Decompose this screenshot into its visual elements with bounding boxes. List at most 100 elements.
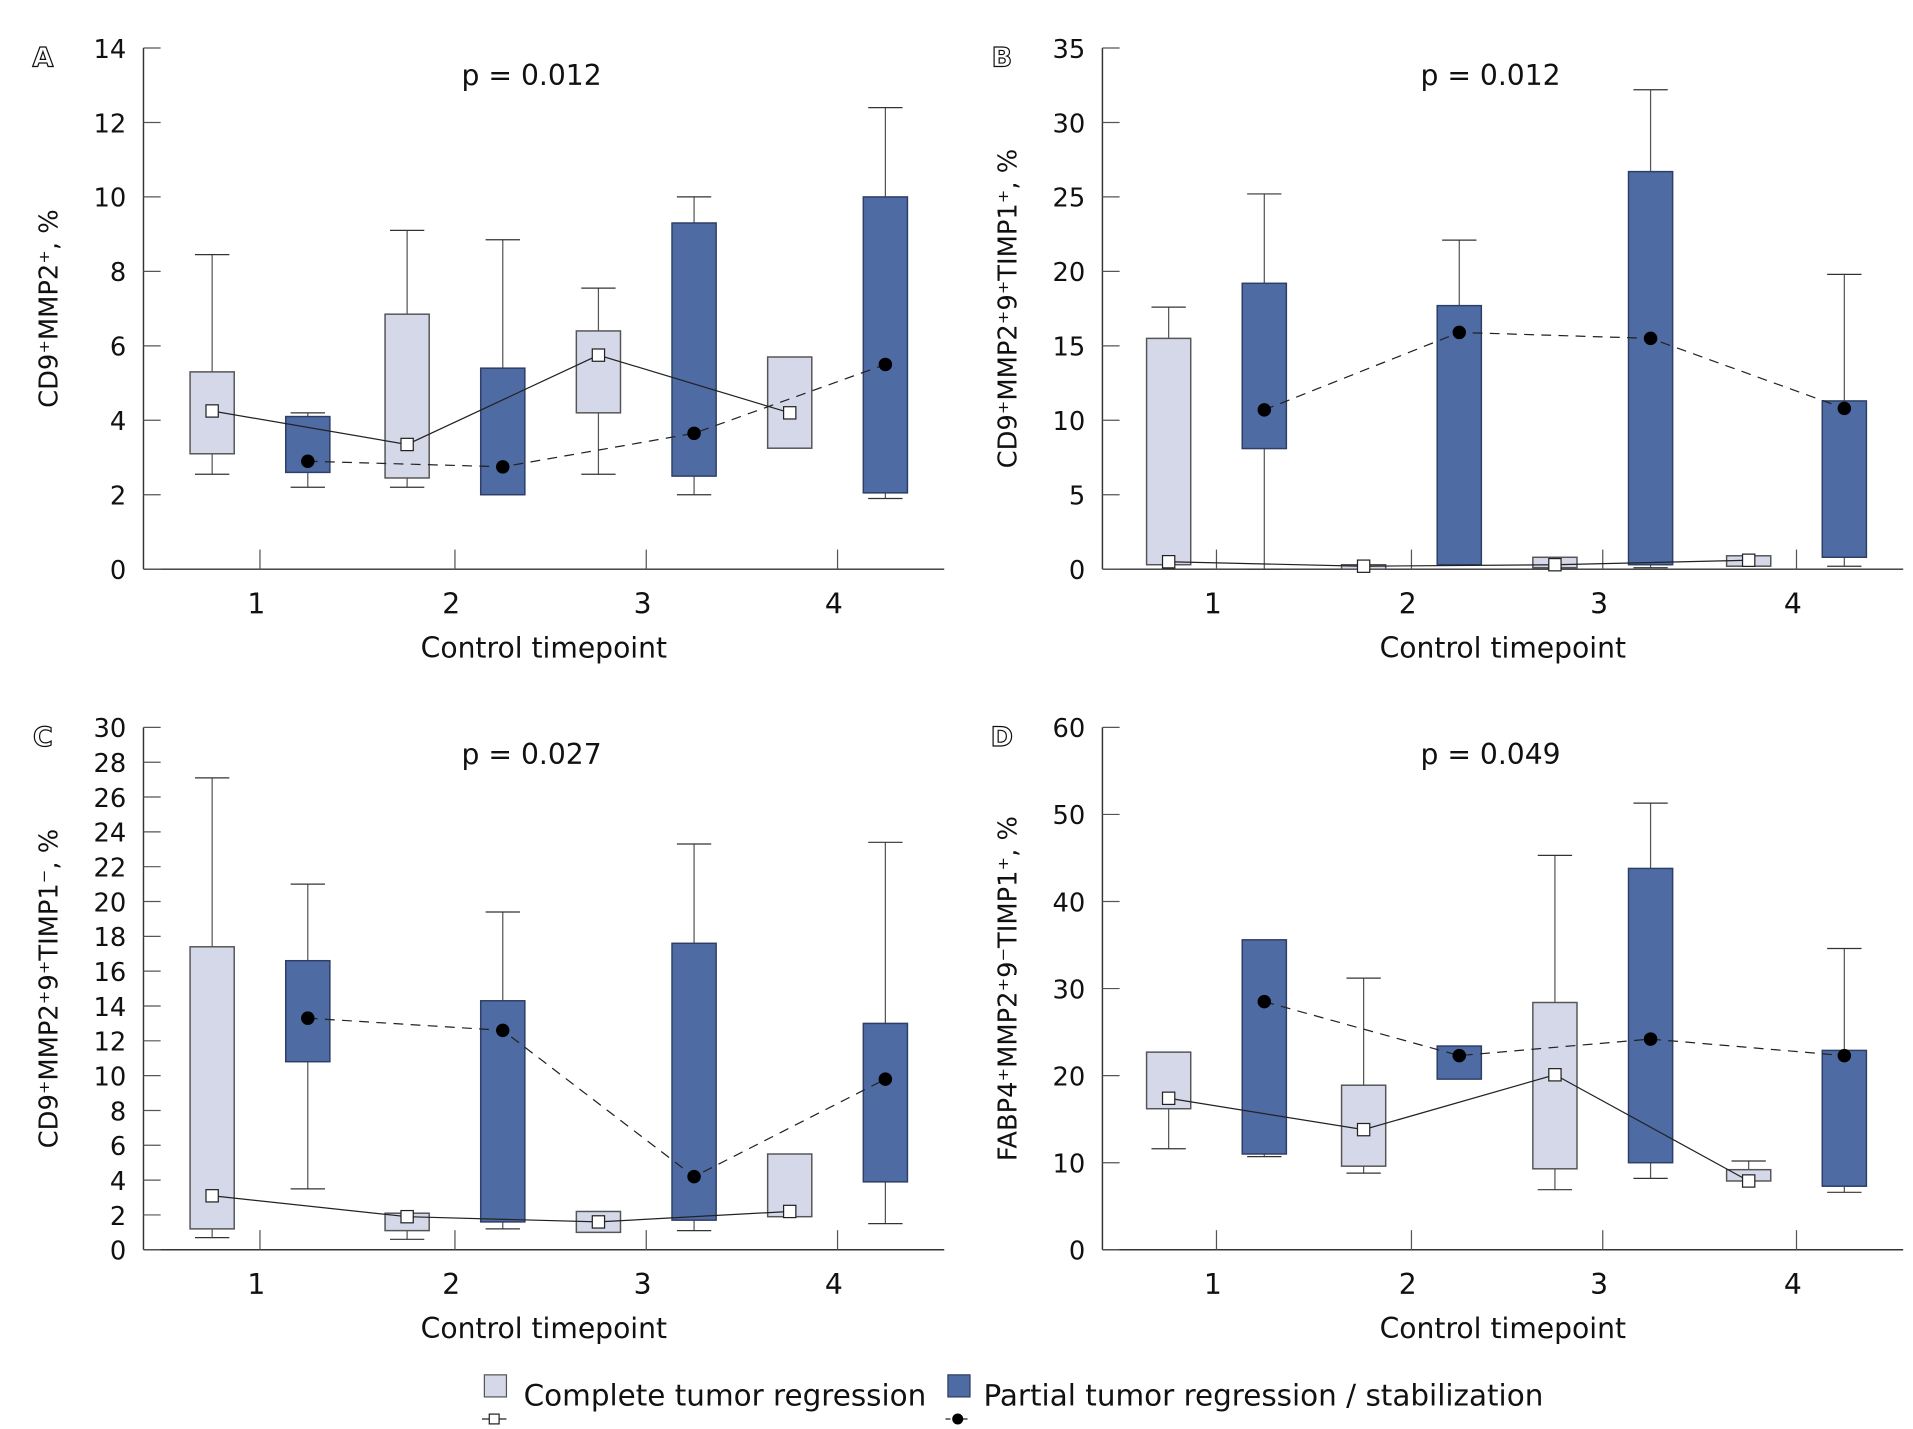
x-tick-label: 4 [825, 587, 843, 620]
y-tick-label: 60 [1052, 714, 1085, 744]
box-3 [1532, 854, 1578, 1191]
y-tick-label: 8 [110, 1097, 126, 1127]
x-tick-label: 4 [1784, 587, 1802, 620]
legend-swatch-partial [947, 1374, 971, 1398]
marker-partial [1257, 403, 1272, 417]
x-tick-label: 2 [442, 1268, 460, 1301]
y-tick-label: 20 [94, 888, 127, 918]
marker-partial [687, 1169, 701, 1184]
y-tick-label: 4 [110, 407, 126, 437]
y-tick-label: 16 [94, 958, 127, 988]
y-tick-label: 0 [110, 1237, 126, 1267]
y-tick-label: 2 [110, 482, 126, 512]
y-tick-label: 14 [94, 993, 127, 1023]
y-tick-label: 2 [110, 1202, 126, 1232]
y-tick-label: 5 [1069, 482, 1085, 512]
panel-letter: A [32, 42, 53, 73]
legend: Complete tumor regression Partial tumor … [481, 1374, 1543, 1425]
marker-partial [1257, 994, 1272, 1009]
x-axis-label: Control timepoint [421, 631, 667, 664]
marker-complete [1161, 1091, 1176, 1106]
y-tick-label: 30 [1052, 975, 1085, 1005]
box-iqr [479, 1000, 526, 1223]
y-tick-label: 10 [94, 1062, 127, 1092]
box-2 [1340, 977, 1387, 1174]
box-2 [479, 239, 526, 496]
x-tick-label: 2 [442, 587, 460, 620]
y-tick-label: 10 [1052, 407, 1085, 437]
box-4 [766, 356, 813, 449]
box-iqr [862, 1022, 909, 1183]
y-tick-label: 40 [1052, 888, 1085, 918]
marker-complete [1161, 554, 1176, 569]
y-axis-label: CD9⁺MMP2⁺, % [35, 209, 65, 408]
box-iqr [1627, 170, 1674, 566]
x-tick-label: 1 [1204, 1268, 1222, 1301]
box-4 [1821, 947, 1868, 1193]
marker-complete [1741, 553, 1756, 567]
panel-B: 0 5 10 15 20 25 30 35 1 2 3 4 Control timepoint CD9⁺M… [991, 35, 1904, 664]
panel-letter: D [991, 722, 1013, 753]
trend-line-partial [307, 363, 886, 468]
marker-complete [1548, 1068, 1562, 1082]
marker-partial [301, 1011, 315, 1025]
y-tick-label: 12 [94, 109, 127, 139]
marker-complete [1356, 559, 1371, 573]
y-tick-label: 4 [110, 1167, 126, 1197]
box-3 [575, 287, 622, 475]
box-2 [1436, 239, 1483, 566]
box-iqr [479, 367, 526, 496]
x-tick-label: 2 [1399, 587, 1417, 620]
x-axis-label: Control timepoint [1380, 631, 1626, 664]
legend-marker-complete [488, 1413, 500, 1425]
marker-partial [1452, 325, 1467, 340]
x-tick-label: 1 [247, 1268, 265, 1301]
x-tick-label: 1 [247, 587, 265, 620]
x-tick-label: 3 [1590, 587, 1608, 620]
y-tick-label: 28 [94, 749, 127, 779]
y-tick-label: 30 [1052, 109, 1085, 139]
box-iqr [575, 330, 622, 414]
box-iqr [189, 946, 235, 1230]
y-tick-label: 6 [110, 1132, 126, 1162]
y-tick-label: 20 [1052, 258, 1085, 288]
box-iqr [284, 959, 331, 1063]
y-tick-label: 24 [94, 819, 127, 849]
marker-partial [1837, 1048, 1852, 1063]
box-iqr [862, 196, 909, 494]
marker-complete [591, 1215, 606, 1229]
series-partial [1241, 802, 1868, 1193]
trend-line-complete [1168, 559, 1749, 567]
box-3 [1627, 802, 1674, 1179]
y-tick-label: 0 [110, 556, 126, 586]
box-1 [1241, 193, 1288, 570]
p-value: p = 0.027 [462, 738, 602, 771]
y-tick-label: 0 [1069, 556, 1085, 586]
y-axis-label: CD9⁺MMP2⁺9⁺TIMP1⁺, % [994, 149, 1024, 469]
box-1 [189, 254, 235, 475]
x-tick-label: 3 [634, 1268, 652, 1301]
y-tick-label: 18 [94, 923, 127, 953]
box-3 [1627, 89, 1674, 569]
x-tick-label: 2 [1399, 1268, 1417, 1301]
y-axis-label: FABP4⁺MMP2⁺9⁻TIMP1⁺, % [994, 816, 1024, 1161]
series-complete [189, 777, 813, 1240]
y-tick-label: 35 [1052, 35, 1085, 65]
y-axis-label: CD9⁺MMP2⁺9⁺TIMP1⁻, % [35, 829, 65, 1149]
marker-complete [205, 404, 219, 418]
x-axis-label: Control timepoint [1380, 1312, 1626, 1345]
series-partial [284, 106, 909, 500]
y-tick-label: 50 [1052, 801, 1085, 831]
trend-line-partial [1264, 1001, 1845, 1057]
series-complete [1145, 854, 1772, 1191]
y-tick-label: 30 [94, 714, 127, 744]
box-iqr [1532, 1001, 1578, 1170]
legend-marker-partial [952, 1413, 964, 1425]
box-4 [1821, 273, 1868, 567]
marker-complete [591, 348, 606, 362]
marker-partial [687, 426, 701, 441]
trend-line-complete [1168, 1074, 1749, 1182]
marker-partial [1643, 331, 1658, 346]
marker-partial [878, 1072, 893, 1086]
